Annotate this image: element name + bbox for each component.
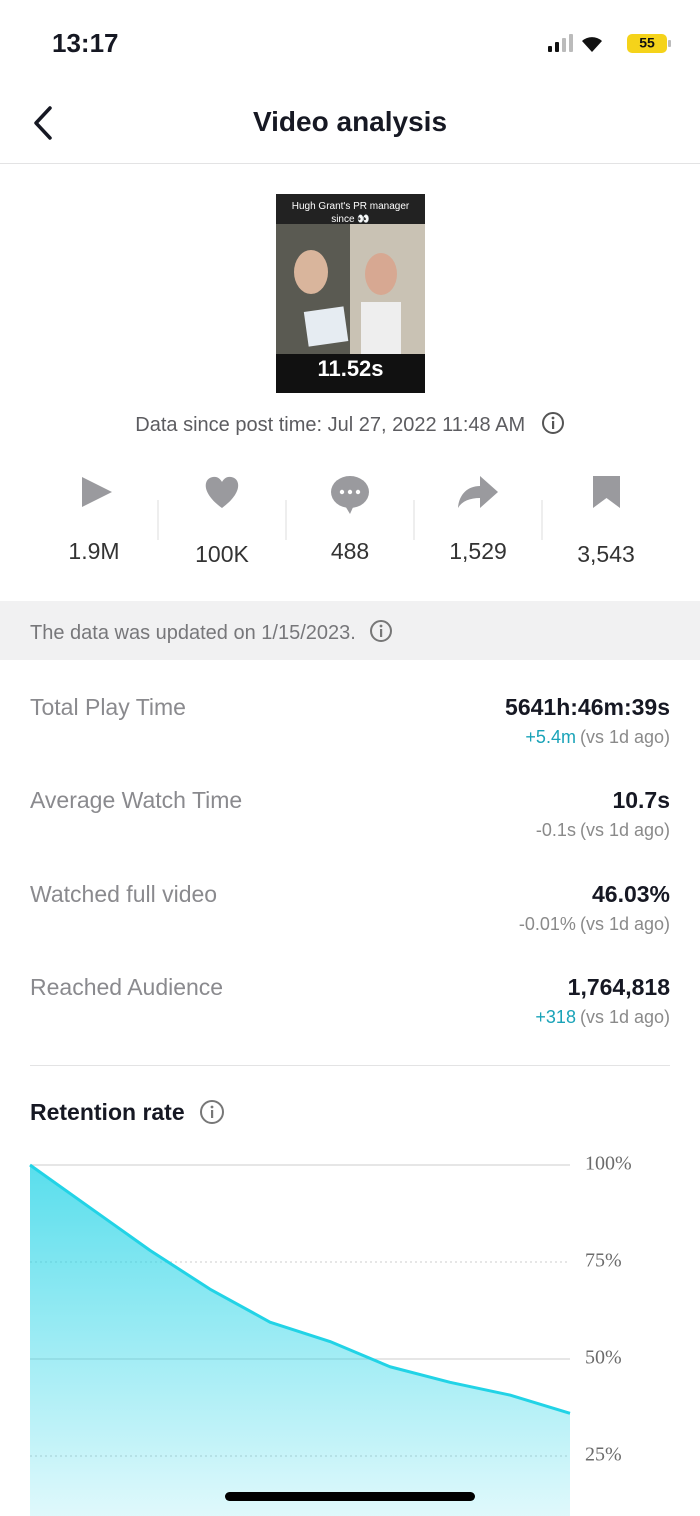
- metric-value: 1,764,818: [567, 973, 670, 1000]
- divider: [30, 1065, 670, 1066]
- metric-value: 46.03%: [591, 880, 670, 907]
- metric-label: Watched full video: [30, 880, 218, 907]
- chart-title-row: Retention rate: [30, 1099, 225, 1126]
- home-indicator: [225, 1492, 475, 1501]
- metric-change: +318 (vs 1d ago): [535, 1007, 670, 1028]
- status-icons: 55: [548, 34, 671, 53]
- retention-chart: 100% 75% 50% 25%: [29, 1153, 632, 1516]
- views-count: 1.9M: [68, 538, 120, 564]
- favorites-count: 3,543: [577, 541, 635, 567]
- metric-change: +5.4m (vs 1d ago): [525, 727, 670, 748]
- share-icon: [458, 476, 498, 508]
- status-time: 13:17: [52, 28, 119, 58]
- thumbnail-art: [276, 224, 425, 393]
- shares-count: 1,529: [449, 538, 507, 564]
- info-icon[interactable]: [199, 1099, 225, 1125]
- change-amount: +5.4m: [525, 727, 576, 747]
- chart-title: Retention rate: [30, 1099, 185, 1125]
- y-tick-label: 75%: [585, 1250, 622, 1272]
- info-icon[interactable]: [369, 619, 393, 643]
- comments-count: 488: [330, 538, 370, 564]
- metric-label: Total Play Time: [30, 694, 186, 720]
- change-comparison: (vs 1d ago): [579, 1006, 670, 1027]
- page-title: Video analysis: [252, 106, 448, 137]
- metric-change: -0.01% (vs 1d ago): [519, 914, 670, 935]
- video-duration: 11.52s: [317, 356, 384, 381]
- favorite-icon: [593, 476, 620, 508]
- change-comparison: (vs 1d ago): [579, 913, 670, 934]
- area-fill: [30, 1165, 570, 1516]
- metric-label: Reached Audience: [30, 973, 224, 1000]
- video-caption: Hugh Grant's PR manager since 👀: [291, 201, 410, 225]
- y-tick-label: 25%: [585, 1444, 622, 1466]
- change-amount: -0.1s: [535, 820, 576, 841]
- notice-band: [0, 601, 700, 660]
- metric-label: Average Watch Time: [30, 787, 243, 814]
- metric-value: 5641h:46m:39s: [505, 694, 670, 720]
- change-amount: +318: [535, 1006, 576, 1027]
- y-tick-label: 50%: [585, 1347, 622, 1369]
- stat-icons: [82, 476, 620, 540]
- retention-line: [29, 1163, 571, 1415]
- change-amount: -0.01%: [518, 913, 576, 934]
- likes-count: 100K: [195, 541, 249, 567]
- play-icon: [82, 477, 112, 507]
- comment-icon: [331, 476, 369, 514]
- post-time-text: Data since post time: Jul 27, 2022 11:48…: [135, 414, 526, 436]
- info-icon[interactable]: [541, 411, 565, 435]
- video-thumbnail[interactable]: [276, 194, 425, 393]
- metric-value: 10.7s: [612, 787, 670, 814]
- change-comparison: (vs 1d ago): [579, 820, 670, 841]
- update-notice-text: The data was updated on 1/15/2023.: [30, 622, 356, 644]
- update-notice: The data was updated on 1/15/2023.: [30, 619, 393, 645]
- divider: [0, 163, 700, 164]
- metric-change: -0.1s (vs 1d ago): [536, 820, 670, 841]
- post-time: Data since post time: Jul 27, 2022 11:48…: [0, 411, 700, 437]
- y-tick-label: 100%: [585, 1153, 632, 1175]
- battery-level: 55: [639, 35, 655, 51]
- change-comparison: (vs 1d ago): [579, 727, 670, 747]
- like-icon: [205, 476, 239, 508]
- back-button[interactable]: [30, 105, 60, 141]
